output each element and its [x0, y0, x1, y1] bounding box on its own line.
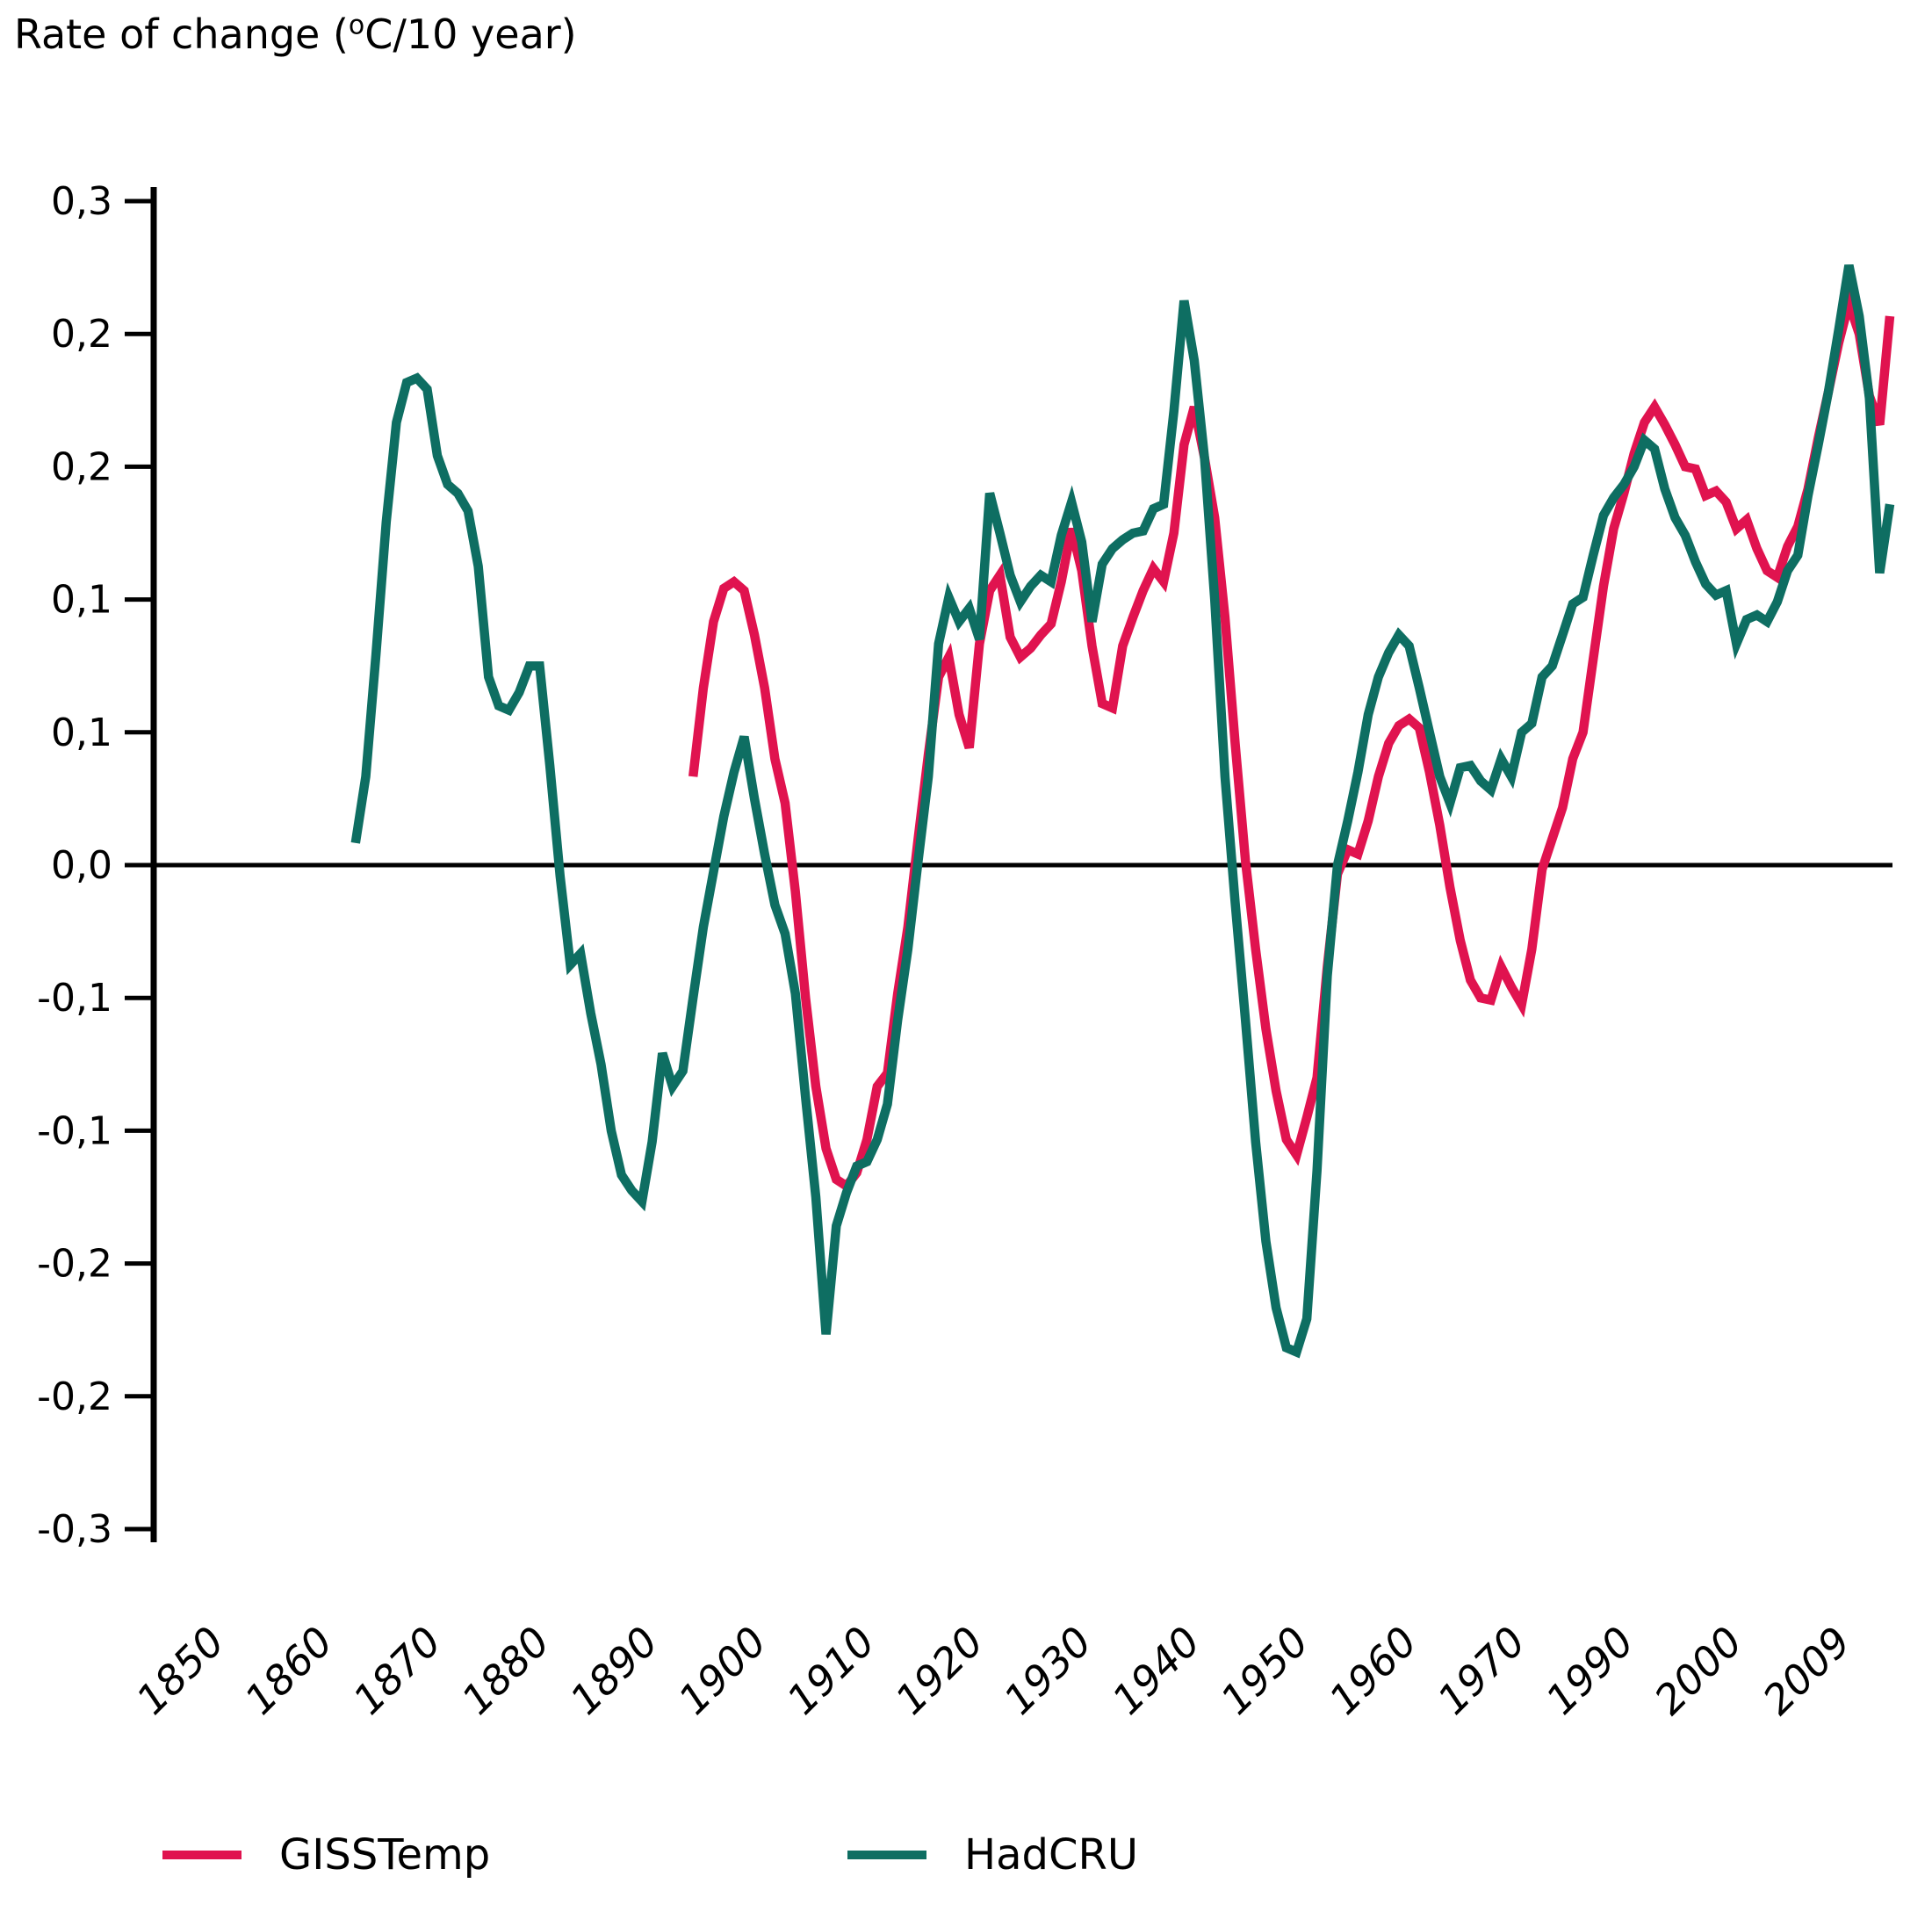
y-tick-label: 0,0 [51, 843, 112, 888]
x-tick-label: 1870 [344, 1618, 451, 1724]
chart-title-superscript: o [348, 10, 365, 41]
x-tick-label: 1960 [1320, 1618, 1426, 1724]
x-tick-label: 1990 [1537, 1618, 1643, 1724]
x-tick-label: 1940 [1103, 1618, 1209, 1724]
y-tick-label: -0,3 [37, 1507, 112, 1552]
y-tick-label: -0,2 [37, 1375, 112, 1419]
y-tick-label: 0,1 [51, 578, 112, 623]
legend-item-hadcru: HadCRU [847, 1830, 1138, 1880]
chart-title-suffix: C/10 year) [364, 11, 577, 58]
x-axis: 1850 1860 1870 1880 1890 1900 1910 1920 1930 1940… [127, 1618, 1860, 1724]
x-tick-label: 1930 [995, 1618, 1101, 1724]
x-tick-label: 2000 [1645, 1618, 1751, 1724]
x-tick-label: 1920 [886, 1618, 992, 1724]
x-tick-label: 1890 [561, 1618, 667, 1724]
x-tick-label: 1970 [1428, 1618, 1534, 1724]
hadcru-legend-label: HadCRU [964, 1830, 1138, 1880]
hadcru-line [350, 264, 1895, 1359]
y-tick-label: 0,3 [51, 179, 112, 224]
y-tick-label: 0,1 [51, 711, 112, 755]
chart-title-prefix: Rate of change ( [14, 11, 349, 58]
gisstemp-legend-label: GISSTemp [279, 1830, 490, 1880]
x-tick-label: 1910 [778, 1618, 884, 1724]
series-lines [350, 264, 1895, 1359]
legend: GISSTemp HadCRU [162, 1830, 1138, 1880]
x-tick-label: 1880 [452, 1618, 559, 1724]
gisstemp-line [688, 286, 1895, 1193]
y-tick-label: 0,2 [51, 312, 112, 357]
y-tick-label: 0,2 [51, 444, 112, 489]
x-tick-label: 1850 [127, 1618, 234, 1724]
x-tick-label: 1900 [669, 1618, 775, 1724]
y-tick-label: -0,1 [37, 976, 112, 1021]
chart-title: Rate of change (oC/10 year) [14, 11, 577, 58]
x-tick-label: 2009 [1754, 1618, 1860, 1724]
x-tick-label: 1860 [235, 1618, 342, 1724]
y-tick-label: -0,2 [37, 1242, 112, 1287]
legend-item-gisstemp: GISSTemp [162, 1830, 490, 1880]
y-tick-label: -0,1 [37, 1108, 112, 1153]
y-axis: 0,3 0,2 0,2 0,1 0,1 0,0 -0,1 -0,1 -0,2 -0,2 -0,3 [37, 179, 157, 1552]
x-tick-label: 1950 [1211, 1618, 1317, 1724]
